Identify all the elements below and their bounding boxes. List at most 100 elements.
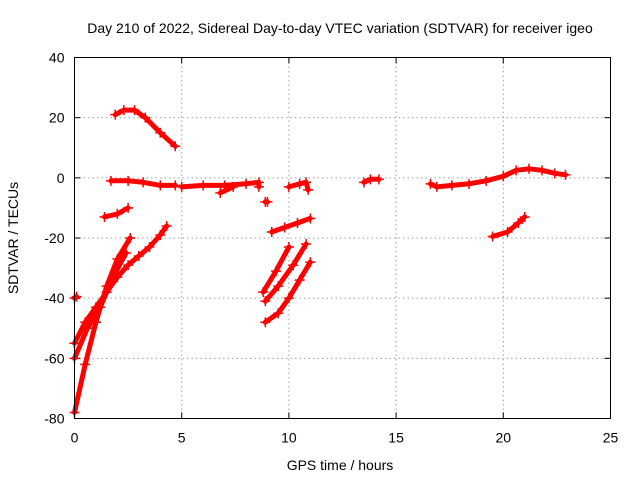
series-arc-steep-a xyxy=(69,233,136,418)
data-point-marker xyxy=(446,180,457,191)
data-point-marker xyxy=(262,196,273,207)
data-point-marker xyxy=(260,317,271,328)
series-line xyxy=(217,184,236,196)
data-point-marker xyxy=(283,181,294,192)
data-point-marker xyxy=(123,175,134,186)
data-point-marker xyxy=(71,291,82,302)
data-point-marker xyxy=(129,105,140,116)
series-line xyxy=(490,214,528,239)
data-point-marker xyxy=(110,109,121,120)
data-point-marker xyxy=(138,177,149,188)
data-point-marker xyxy=(511,165,522,176)
data-point-marker xyxy=(155,229,166,240)
data-point-marker xyxy=(133,251,144,262)
series-arc-near-zero-mid xyxy=(176,177,264,192)
data-point-marker xyxy=(101,287,112,298)
data-point-marker xyxy=(112,272,123,283)
data-point-marker xyxy=(365,174,376,185)
data-point-marker xyxy=(431,181,442,192)
series-arc-ten-flat xyxy=(283,177,314,195)
series-line xyxy=(269,215,313,235)
data-point-marker xyxy=(120,248,131,259)
data-point-marker xyxy=(123,202,134,213)
data-point-marker xyxy=(463,178,474,189)
data-point-marker xyxy=(155,180,166,191)
data-point-marker xyxy=(305,213,316,224)
series-arc-near-zero-eve xyxy=(215,181,239,198)
series-line xyxy=(72,223,170,346)
data-point-marker xyxy=(90,302,101,313)
x-axis-label: GPS time / hours xyxy=(287,457,394,473)
data-point-marker xyxy=(301,239,312,250)
chart-title: Day 210 of 2022, Sidereal Day-to-day VTE… xyxy=(87,20,593,36)
x-tick-label: 20 xyxy=(496,430,512,446)
data-point-marker xyxy=(170,180,181,191)
data-point-marker xyxy=(112,208,123,219)
data-point-marker xyxy=(283,293,294,304)
data-point-marker xyxy=(301,177,312,188)
data-point-marker xyxy=(144,242,155,253)
data-point-marker xyxy=(176,181,187,192)
data-point-marker xyxy=(481,175,492,186)
data-point-marker xyxy=(99,211,110,222)
data-point-marker xyxy=(358,177,369,188)
data-point-marker xyxy=(228,181,239,192)
data-point-marker xyxy=(502,226,513,237)
data-point-marker xyxy=(425,178,436,189)
x-tick-label: 25 xyxy=(603,430,619,446)
data-point-marker xyxy=(258,287,269,298)
y-tick-label: -60 xyxy=(44,350,64,366)
data-point-marker xyxy=(294,178,305,189)
data-point-marker xyxy=(283,242,294,253)
data-point-marker xyxy=(198,180,209,191)
data-point-marker xyxy=(80,359,91,370)
plot-frame xyxy=(74,57,611,419)
data-point-marker xyxy=(536,165,547,176)
series-line xyxy=(427,166,568,190)
series-arc-short-descent xyxy=(99,202,134,222)
data-point-marker xyxy=(241,178,252,189)
y-tick-label: -80 xyxy=(44,411,64,427)
data-point-marker xyxy=(215,187,226,198)
data-point-marker xyxy=(513,217,524,228)
data-point-marker xyxy=(279,222,290,233)
series-arc-ten-b xyxy=(260,239,312,307)
series-arc-long-rise xyxy=(69,220,172,349)
data-point-marker xyxy=(118,105,129,116)
data-point-marker xyxy=(305,257,316,268)
data-point-marker xyxy=(524,163,535,174)
y-tick-label: 40 xyxy=(49,50,65,66)
data-point-marker xyxy=(80,317,91,328)
series-arc-evening xyxy=(425,163,571,192)
data-point-marker xyxy=(373,174,384,185)
y-tick-label: -40 xyxy=(44,290,64,306)
series-arc-near-zero-day xyxy=(105,175,181,191)
x-tick-label: 10 xyxy=(281,430,297,446)
data-point-marker xyxy=(155,127,166,138)
grid-layer xyxy=(74,57,611,419)
data-point-marker xyxy=(161,220,172,231)
series-line xyxy=(102,205,131,220)
series-arc-isolated xyxy=(260,196,273,207)
data-point-marker xyxy=(271,266,282,277)
series-arc-evening-low xyxy=(487,211,530,242)
series-arc-fourteen xyxy=(358,174,384,188)
series-arc-ten-c xyxy=(260,257,316,328)
data-point-marker xyxy=(519,211,530,222)
data-point-marker xyxy=(294,275,305,286)
series-arc-tail xyxy=(69,291,82,304)
y-tick-label: -20 xyxy=(44,230,64,246)
y-axis-label: SDTVAR / TECUs xyxy=(5,182,21,294)
series-arc-ten-a xyxy=(258,242,294,298)
data-point-marker xyxy=(273,281,284,292)
y-tick-label: 0 xyxy=(57,170,65,186)
series-arc-ten-rise xyxy=(266,213,316,237)
series-arc-steep-b xyxy=(69,248,131,364)
data-point-marker xyxy=(288,260,299,271)
data-point-marker xyxy=(549,168,560,179)
data-point-marker xyxy=(125,233,136,243)
x-tick-label: 0 xyxy=(71,430,79,446)
x-tick-label: 15 xyxy=(388,430,404,446)
data-series-layer xyxy=(69,105,571,418)
